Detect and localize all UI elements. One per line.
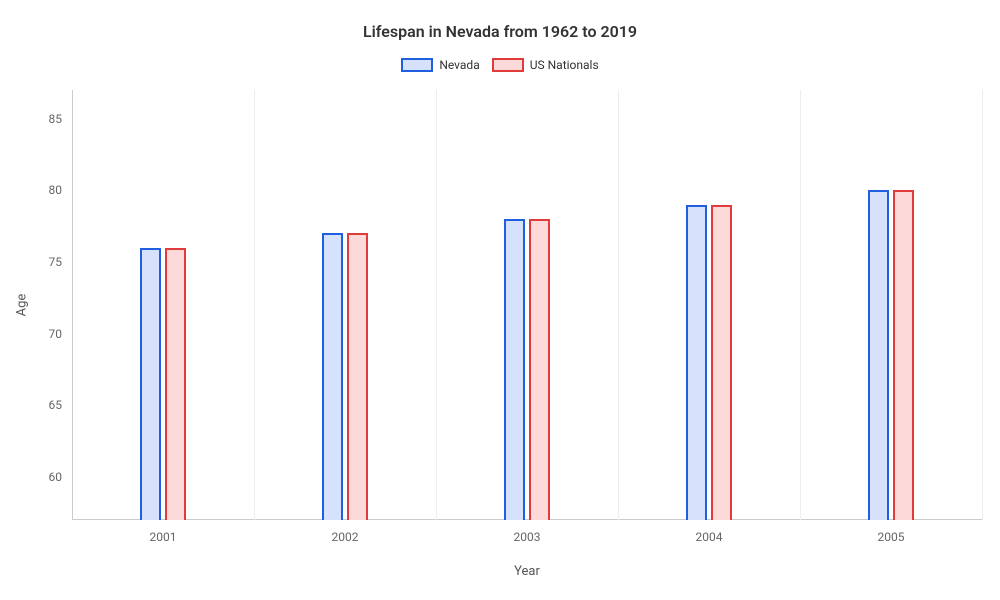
y-tick-label: 85 [4, 112, 62, 126]
bar [711, 205, 732, 520]
x-tick-label: 2004 [696, 530, 723, 544]
legend-swatch [492, 58, 524, 72]
bar [893, 190, 914, 520]
chart-title: Lifespan in Nevada from 1962 to 2019 [0, 22, 1000, 41]
legend-item: Nevada [401, 58, 479, 72]
bar [504, 219, 525, 520]
y-tick-label: 60 [4, 470, 62, 484]
bar [868, 190, 889, 520]
bar [165, 248, 186, 520]
legend-label: US Nationals [530, 58, 599, 72]
legend-item: US Nationals [492, 58, 599, 72]
bar [686, 205, 707, 520]
x-tick-label: 2005 [878, 530, 905, 544]
x-tick-label: 2001 [150, 530, 177, 544]
bar [322, 233, 343, 520]
chart-legend: Nevada US Nationals [0, 58, 1000, 72]
y-tick-label: 70 [4, 327, 62, 341]
bar [347, 233, 368, 520]
x-tick-label: 2003 [514, 530, 541, 544]
plot-area [72, 90, 982, 520]
y-tick-label: 65 [4, 398, 62, 412]
y-tick-label: 80 [4, 183, 62, 197]
lifespan-chart: Lifespan in Nevada from 1962 to 2019 Nev… [0, 0, 1000, 600]
bar [529, 219, 550, 520]
legend-label: Nevada [439, 58, 479, 72]
x-tick-label: 2002 [332, 530, 359, 544]
bar [140, 248, 161, 520]
y-axis-title: Age [15, 294, 30, 317]
x-axis-title: Year [72, 564, 982, 579]
legend-swatch [401, 58, 433, 72]
y-tick-label: 75 [4, 255, 62, 269]
